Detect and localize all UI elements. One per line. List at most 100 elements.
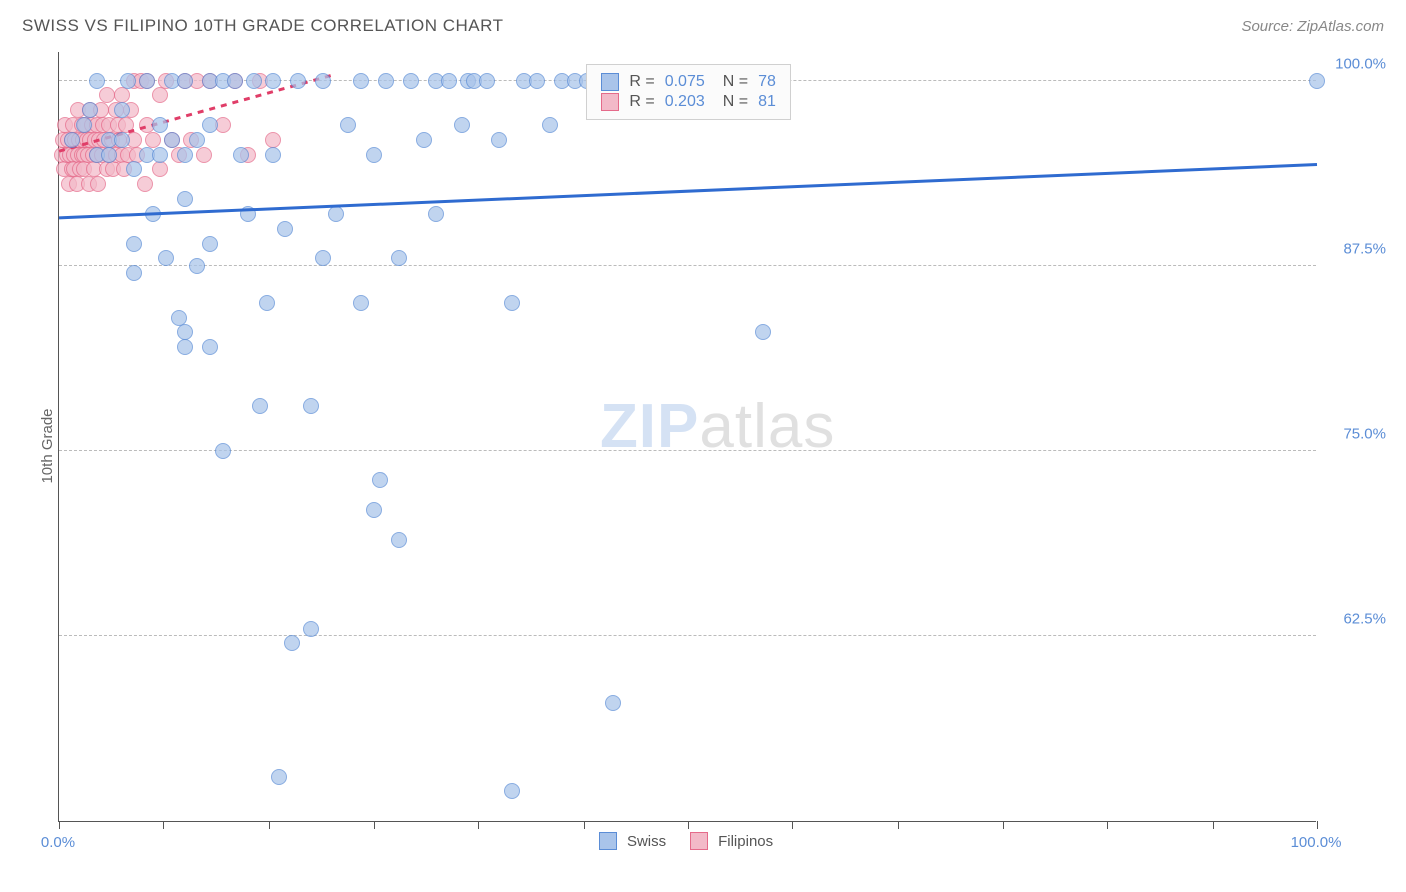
y-tick-label: 87.5% (1326, 240, 1386, 257)
scatter-plot: ZIPatlas 62.5%75.0%87.5%100.0% (58, 52, 1316, 822)
data-point-filipinos (152, 87, 168, 103)
data-point-swiss (152, 147, 168, 163)
x-tick (1317, 821, 1318, 829)
correlation-legend: R =0.075N =78R =0.203N =81 (586, 64, 791, 120)
legend-r-value: 0.203 (665, 93, 705, 111)
watermark: ZIPatlas (600, 391, 835, 462)
x-tick (1213, 821, 1214, 829)
data-point-filipinos (145, 132, 161, 148)
data-point-swiss (403, 73, 419, 89)
data-point-swiss (328, 206, 344, 222)
data-point-swiss (416, 132, 432, 148)
legend-n-value: 81 (758, 93, 776, 111)
data-point-swiss (529, 73, 545, 89)
data-point-swiss (755, 324, 771, 340)
data-point-filipinos (118, 117, 134, 133)
data-point-swiss (290, 73, 306, 89)
data-point-swiss (177, 324, 193, 340)
data-point-swiss (101, 147, 117, 163)
legend-item-label: Filipinos (718, 833, 773, 850)
x-tick (269, 821, 270, 829)
data-point-swiss (164, 132, 180, 148)
data-point-swiss (271, 769, 287, 785)
y-axis-label: 10th Grade (39, 408, 56, 483)
data-point-swiss (233, 147, 249, 163)
legend-swatch (690, 832, 708, 850)
data-point-swiss (152, 117, 168, 133)
legend-item-label: Swiss (627, 833, 666, 850)
data-point-swiss (227, 73, 243, 89)
data-point-swiss (177, 339, 193, 355)
data-point-swiss (189, 258, 205, 274)
data-point-swiss (366, 502, 382, 518)
data-point-filipinos (152, 161, 168, 177)
legend-n-value: 78 (758, 73, 776, 91)
data-point-filipinos (99, 87, 115, 103)
x-tick (374, 821, 375, 829)
legend-n-label: N = (723, 93, 748, 111)
legend-swatch (599, 832, 617, 850)
data-point-swiss (177, 73, 193, 89)
x-tick (792, 821, 793, 829)
data-point-swiss (145, 206, 161, 222)
data-point-filipinos (90, 176, 106, 192)
data-point-swiss (441, 73, 457, 89)
data-point-swiss (120, 73, 136, 89)
data-point-swiss (158, 250, 174, 266)
legend-swatch (601, 93, 619, 111)
data-point-swiss (202, 117, 218, 133)
data-point-swiss (491, 132, 507, 148)
data-point-swiss (1309, 73, 1325, 89)
data-point-swiss (479, 73, 495, 89)
source-attribution: Source: ZipAtlas.com (1241, 18, 1384, 35)
data-point-swiss (139, 73, 155, 89)
data-point-swiss (89, 73, 105, 89)
x-tick (898, 821, 899, 829)
y-tick-label: 100.0% (1326, 55, 1386, 72)
data-point-swiss (189, 132, 205, 148)
data-point-swiss (64, 132, 80, 148)
data-point-swiss (454, 117, 470, 133)
data-point-swiss (126, 161, 142, 177)
gridline-h (59, 265, 1316, 266)
data-point-swiss (202, 339, 218, 355)
data-point-swiss (391, 532, 407, 548)
legend-r-label: R = (629, 73, 654, 91)
x-tick (584, 821, 585, 829)
data-point-swiss (504, 295, 520, 311)
data-point-swiss (353, 295, 369, 311)
data-point-swiss (504, 783, 520, 799)
y-tick-label: 62.5% (1326, 610, 1386, 627)
x-tick (478, 821, 479, 829)
trend-line-filipinos (59, 52, 1317, 822)
x-tick (1003, 821, 1004, 829)
legend-r-value: 0.075 (665, 73, 705, 91)
legend-row: R =0.075N =78 (601, 73, 776, 91)
x-tick (59, 821, 60, 829)
data-point-swiss (259, 295, 275, 311)
data-point-swiss (315, 73, 331, 89)
gridline-h (59, 450, 1316, 451)
data-point-swiss (315, 250, 331, 266)
data-point-filipinos (265, 132, 281, 148)
data-point-swiss (284, 635, 300, 651)
data-point-swiss (215, 443, 231, 459)
data-point-swiss (265, 147, 281, 163)
legend-row: R =0.203N =81 (601, 93, 776, 111)
data-point-filipinos (114, 87, 130, 103)
data-point-swiss (353, 73, 369, 89)
data-point-swiss (114, 102, 130, 118)
data-point-swiss (82, 102, 98, 118)
data-point-swiss (277, 221, 293, 237)
data-point-swiss (252, 398, 268, 414)
gridline-h (59, 635, 1316, 636)
x-tick (1107, 821, 1108, 829)
data-point-swiss (303, 621, 319, 637)
x-tick (163, 821, 164, 829)
y-tick-label: 75.0% (1326, 425, 1386, 442)
data-point-swiss (171, 310, 187, 326)
data-point-swiss (114, 132, 130, 148)
data-point-swiss (378, 73, 394, 89)
data-point-swiss (76, 117, 92, 133)
data-point-swiss (605, 695, 621, 711)
